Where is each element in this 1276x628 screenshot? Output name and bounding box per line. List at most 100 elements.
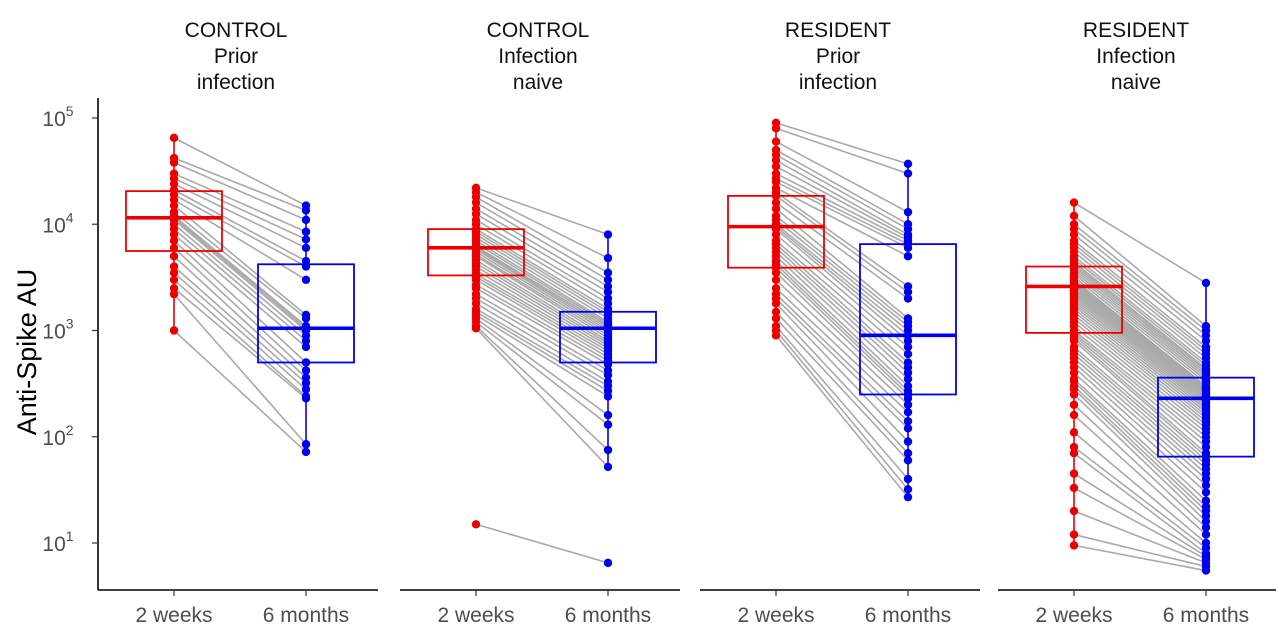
point-6-months [1201, 474, 1211, 484]
pair-line [1073, 276, 1207, 384]
pair-line [1073, 258, 1207, 366]
pair-line [173, 137, 307, 207]
pair-line [775, 228, 909, 342]
point-6-months [603, 392, 613, 401]
point-2-weeks [169, 289, 179, 299]
point-6-months [1201, 336, 1211, 345]
point-2-weeks [169, 275, 179, 285]
point-6-months [301, 227, 311, 236]
pair-line [475, 523, 609, 564]
pair-line [475, 265, 609, 347]
point-2-weeks [771, 124, 781, 133]
point-2-weeks [1069, 368, 1079, 377]
pair-line [775, 225, 909, 336]
pair-line [173, 157, 307, 212]
pair-line [1073, 393, 1207, 522]
panel-title-line: naive [513, 71, 563, 94]
point-6-months [301, 366, 311, 375]
point-2-weeks [169, 236, 179, 245]
point-2-weeks [471, 209, 481, 219]
point-6-months [903, 287, 913, 297]
pair-line [1073, 340, 1207, 458]
y-tick-base: 10 [42, 533, 65, 556]
point-6-months [603, 445, 613, 455]
y-tick-label: 102 [42, 422, 73, 450]
pair-line [1073, 361, 1207, 480]
point-6-months [903, 374, 913, 384]
point-2-weeks [771, 156, 781, 165]
point-6-months [603, 287, 613, 297]
point-6-months [301, 358, 311, 367]
point-6-months [301, 447, 311, 457]
pair-line [475, 269, 609, 349]
pair-line [1073, 388, 1207, 517]
pair-line [1073, 349, 1207, 465]
y-tick-label: 103 [42, 316, 73, 344]
pair-line [1073, 321, 1207, 429]
pair-line [1073, 273, 1207, 381]
pair-line [475, 302, 609, 383]
point-2-weeks [169, 243, 179, 253]
pair-line [775, 243, 909, 364]
pair-line [775, 267, 909, 396]
pair-line [173, 293, 307, 445]
pair-line [1073, 305, 1207, 413]
pair-lines [1073, 201, 1207, 572]
pair-line [1073, 282, 1207, 390]
pair-line [173, 193, 307, 268]
pair-line [775, 302, 909, 443]
pair-line [1073, 378, 1207, 502]
pair-line [775, 260, 909, 387]
pair-line [1073, 431, 1207, 544]
pair-line [173, 204, 307, 316]
pair-line [775, 159, 909, 236]
point-2-weeks [1069, 230, 1079, 239]
panel-title-line: infection [197, 71, 275, 94]
x-tick-label: 2 weeks [737, 604, 814, 627]
point-6-months [903, 169, 913, 178]
pair-line [475, 231, 609, 313]
pair-line [1073, 337, 1207, 454]
point-6-months [603, 420, 613, 429]
pair-line [1073, 366, 1207, 486]
point-6-months [301, 342, 311, 352]
point-6-months [301, 262, 311, 271]
point-2-weeks [1069, 428, 1079, 437]
y-tick-exponent: 2 [66, 422, 74, 438]
pair-line [1073, 372, 1207, 493]
pair-line [475, 236, 609, 320]
x-tick-label: 6 months [263, 604, 349, 627]
pair-line [1073, 265, 1207, 374]
pair-line [173, 329, 307, 453]
point-6-months [903, 417, 913, 426]
point-6-months [301, 336, 311, 345]
pair-line [1073, 404, 1207, 529]
pair-line [1073, 291, 1207, 399]
pair-line [1073, 385, 1207, 512]
pair-line [475, 308, 609, 387]
point-2-weeks [771, 268, 781, 277]
point-6-months [1201, 480, 1211, 490]
pair-line [475, 228, 609, 310]
pair-line [1073, 346, 1207, 461]
pair-line [173, 240, 307, 364]
pair-line [173, 217, 307, 329]
point-6-months [603, 360, 613, 369]
point-6-months [903, 424, 913, 433]
pair-line [173, 272, 307, 390]
y-tick-exponent: 4 [66, 209, 74, 225]
point-2-weeks [771, 191, 781, 201]
point-6-months [903, 449, 913, 458]
point-2-weeks [471, 324, 481, 333]
pair-line [475, 191, 609, 259]
pair-line [1073, 414, 1207, 536]
pair-line [775, 191, 909, 288]
panel-3: RESIDENT Prior infection 2 weeks 6 months [700, 19, 980, 627]
point-2-weeks [771, 314, 781, 323]
pair-line [1073, 201, 1207, 284]
pair-line [475, 187, 609, 236]
pair-line [775, 140, 909, 213]
pair-line [1073, 215, 1207, 327]
pair-lines [475, 187, 609, 564]
